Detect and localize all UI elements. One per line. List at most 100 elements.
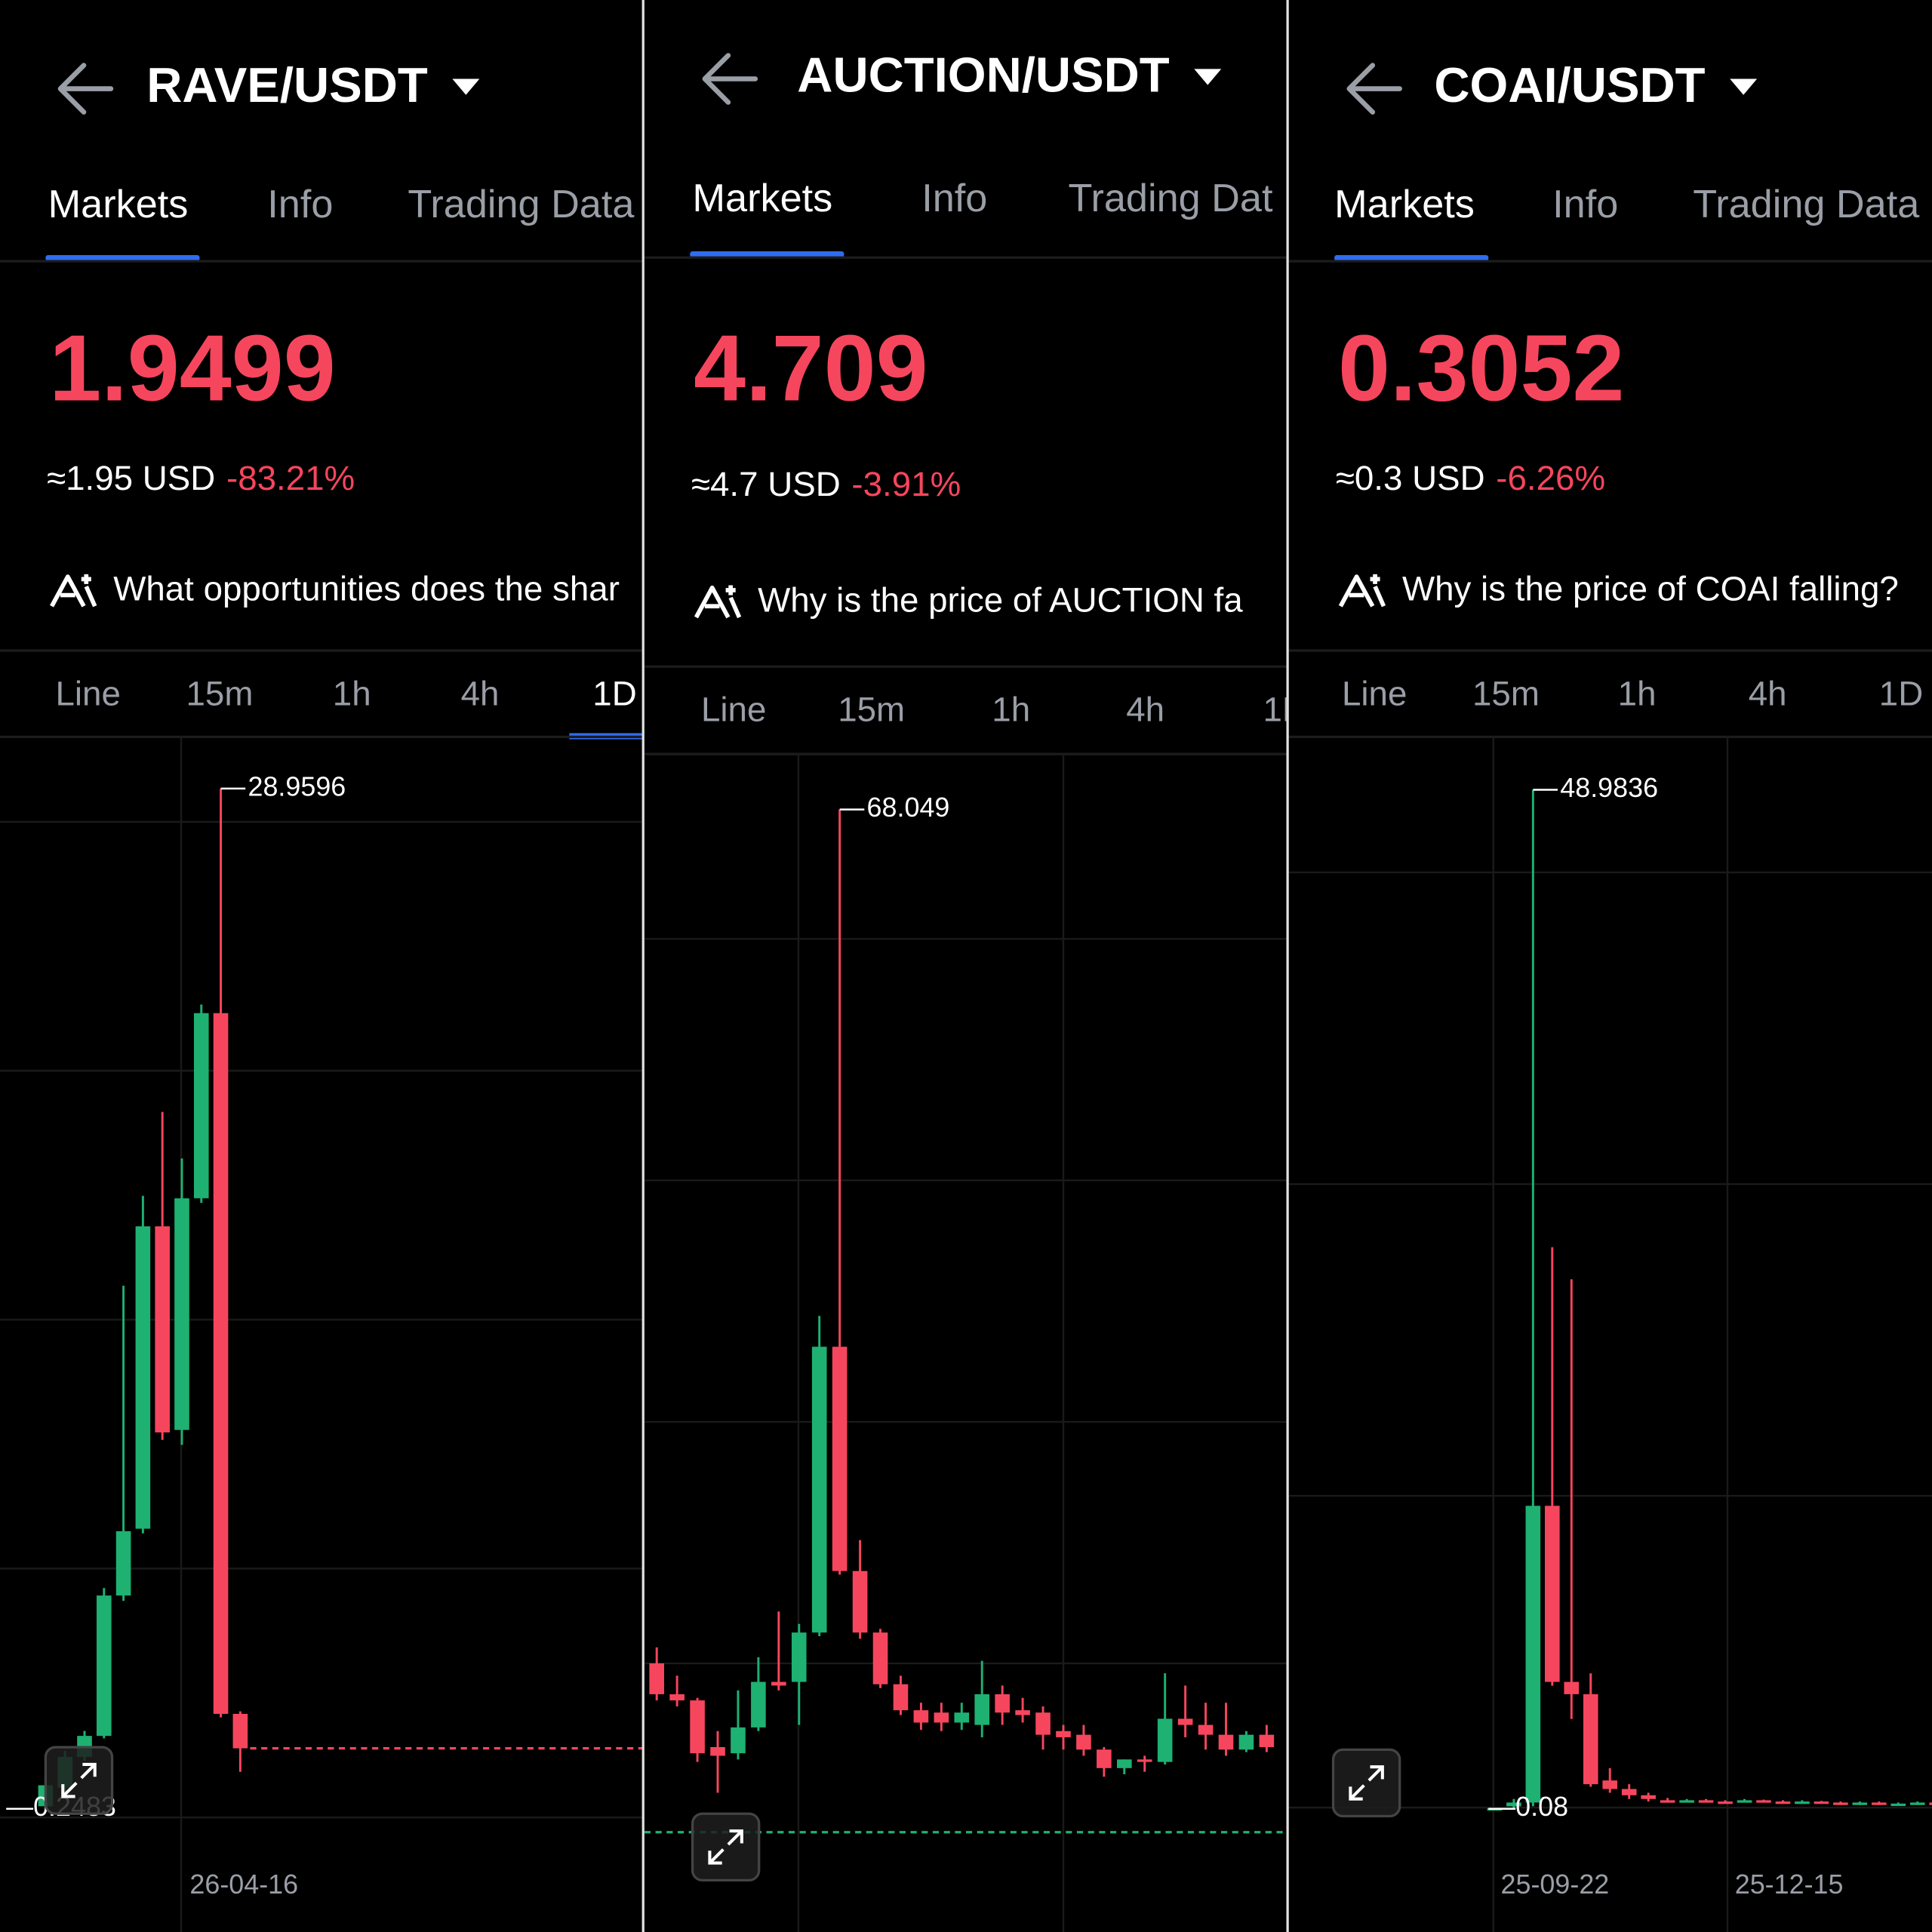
candle-body	[1621, 1789, 1637, 1795]
candle-body	[115, 1531, 131, 1596]
interval[interactable]: Line	[701, 691, 766, 729]
candle-body	[1852, 1802, 1868, 1805]
interval[interactable]: 15m	[838, 691, 905, 729]
expand-button[interactable]	[1331, 1748, 1401, 1818]
candle-body	[1157, 1718, 1173, 1762]
panel: COAI/USDT Markets Info Trading Data 0.3052 ≈0…	[1288, 57, 1932, 1932]
tab[interactable]: Trading Data	[1693, 183, 1920, 226]
expand-icon	[708, 1829, 743, 1865]
interval[interactable]: 1h	[333, 675, 371, 713]
candle-body	[771, 1681, 786, 1686]
candle-body	[1056, 1730, 1071, 1737]
pair-title[interactable]: RAVE/USDT	[146, 57, 428, 112]
interval[interactable]: 1h	[1618, 675, 1657, 713]
interval[interactable]: 1D	[592, 675, 636, 713]
ai-icon	[50, 574, 97, 608]
candle-body	[1564, 1681, 1580, 1694]
interval[interactable]: Line	[55, 675, 120, 713]
candle-body	[1545, 1506, 1560, 1682]
candle-body	[232, 1713, 248, 1749]
interval[interactable]: 15m	[1472, 675, 1540, 713]
change: -6.26%	[1496, 459, 1605, 497]
candle-body	[1872, 1802, 1887, 1805]
back-arrow[interactable]	[702, 53, 758, 105]
candle-body	[1909, 1802, 1925, 1805]
candle-body	[995, 1694, 1010, 1713]
candle-body	[832, 1346, 848, 1571]
dropdown-arrow[interactable]	[1730, 78, 1758, 95]
tab[interactable]: Trading Data	[408, 183, 635, 226]
ai-icon	[694, 585, 742, 619]
candle-body	[893, 1684, 909, 1711]
interval[interactable]: 4h	[1749, 675, 1787, 713]
expand-icon	[1349, 1765, 1384, 1801]
candle-body	[174, 1198, 189, 1430]
ai-question[interactable]: Why is the price of AUCTION fa	[758, 580, 1243, 619]
interval[interactable]: 4h	[461, 675, 500, 713]
expand-button[interactable]	[44, 1746, 114, 1815]
back-arrow[interactable]	[1346, 63, 1402, 115]
panel: RAVE/USDT Markets Info Trading Data 1.9499 ≈1…	[0, 57, 644, 1932]
candle-body	[97, 1595, 112, 1737]
candle-body	[1259, 1734, 1275, 1747]
pair-title[interactable]: COAI/USDT	[1434, 57, 1705, 112]
pair-title[interactable]: AUCTION/USDT	[797, 48, 1169, 103]
candle-body	[852, 1571, 868, 1633]
dropdown-arrow[interactable]	[452, 78, 480, 95]
candle-body	[1137, 1759, 1152, 1762]
interval[interactable]: 15m	[186, 675, 254, 713]
interval[interactable]: 1D	[1263, 691, 1306, 729]
candle-body	[872, 1632, 888, 1684]
usd-approx: ≈1.95 USD	[47, 459, 215, 497]
candle-body	[1198, 1724, 1214, 1735]
expand-button[interactable]	[691, 1812, 761, 1882]
candle-body	[135, 1226, 151, 1529]
tab[interactable]: Info	[1552, 183, 1618, 226]
high-label: 48.9836	[1560, 772, 1658, 803]
candle-body	[1238, 1734, 1254, 1750]
x-date-label: 25-12-15	[1735, 1869, 1844, 1900]
candle-body	[1506, 1802, 1521, 1807]
candle-body	[974, 1694, 990, 1725]
candle-body	[193, 1013, 209, 1198]
tab[interactable]: Markets	[693, 177, 833, 220]
candle-body	[1097, 1749, 1112, 1768]
candle-body	[1756, 1800, 1771, 1803]
tab[interactable]: Markets	[1334, 183, 1475, 226]
expand-icon	[61, 1762, 97, 1798]
interval[interactable]: 1D	[1879, 675, 1923, 713]
tab[interactable]: Info	[921, 177, 987, 220]
interval[interactable]: 4h	[1126, 691, 1164, 729]
candle-body	[1525, 1506, 1541, 1803]
tab[interactable]: Trading Dat	[1069, 177, 1273, 220]
candle-body	[934, 1712, 949, 1723]
candle-body	[1015, 1710, 1030, 1715]
candle-body	[811, 1346, 827, 1633]
x-date-label: 26-04-16	[189, 1869, 298, 1900]
high-label: 28.9596	[248, 771, 346, 801]
price: 1.9499	[49, 317, 336, 421]
x-date-label: 25-09-22	[1501, 1869, 1610, 1900]
candle-body	[1890, 1803, 1906, 1807]
back-arrow[interactable]	[57, 63, 114, 115]
candle-body	[751, 1681, 766, 1727]
ai-question[interactable]: Why is the price of COAI falling?	[1402, 570, 1899, 608]
high-label: 68.049	[867, 792, 950, 823]
candle-body	[1035, 1712, 1051, 1735]
candle-body	[1718, 1801, 1733, 1804]
interval[interactable]: 1h	[992, 691, 1030, 729]
candle-body	[1117, 1759, 1132, 1768]
tab[interactable]: Info	[267, 183, 333, 226]
tab[interactable]: Markets	[48, 183, 189, 226]
candle-body	[1929, 1802, 1932, 1805]
ai-question[interactable]: What opportunities does the shar	[113, 570, 620, 608]
interval[interactable]: Line	[1342, 675, 1407, 713]
candle-body	[1583, 1694, 1598, 1785]
tab-underline	[690, 251, 844, 258]
candle-body	[731, 1727, 746, 1754]
candle-body	[1775, 1801, 1791, 1804]
candle-body	[1660, 1800, 1675, 1803]
dropdown-arrow[interactable]	[1194, 69, 1222, 85]
candle-body	[155, 1226, 170, 1433]
